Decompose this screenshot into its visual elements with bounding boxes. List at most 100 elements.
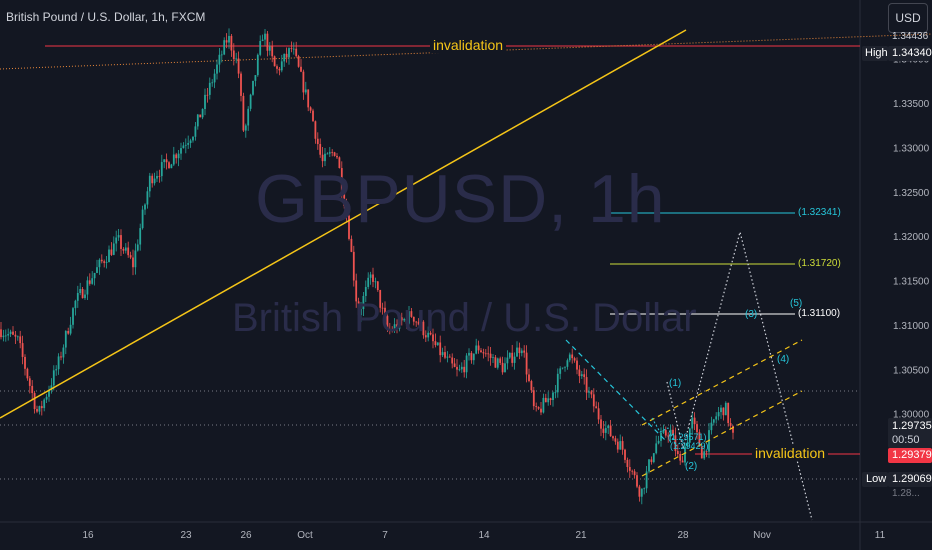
- invalid-price-value: 1.29379: [892, 449, 932, 461]
- candle-body: [576, 360, 578, 370]
- candle-body: [100, 259, 103, 262]
- low-label-box: [862, 472, 888, 487]
- candle-body: [211, 82, 214, 84]
- candle-body: [614, 438, 617, 442]
- candle-body: [638, 486, 641, 497]
- candle-body: [249, 94, 252, 109]
- candle-body: [201, 109, 204, 118]
- candle-body: [722, 407, 725, 416]
- candle-body: [360, 309, 362, 316]
- candle-body: [244, 125, 247, 131]
- candle-body: [717, 412, 720, 417]
- candle-body: [506, 357, 509, 364]
- candle-body: [691, 417, 694, 429]
- price-axis[interactable]: 1.340001.335001.330001.325001.320001.315…: [893, 55, 930, 421]
- candle-body: [643, 488, 646, 490]
- candle-body: [686, 442, 689, 447]
- candle-body: [364, 286, 367, 296]
- candle-body: [312, 110, 314, 122]
- candle-body: [21, 343, 24, 357]
- candle-body: [230, 35, 233, 51]
- candle-body: [626, 459, 629, 468]
- candle-body: [300, 66, 302, 72]
- top-partial-price: 1.34436: [892, 31, 929, 42]
- wave-label-2: (2): [685, 461, 698, 472]
- candle-body: [290, 48, 293, 49]
- low-label: Low: [866, 473, 887, 485]
- candle-body: [158, 175, 161, 177]
- candle-body: [408, 311, 410, 324]
- candle-body: [492, 357, 494, 359]
- candle-body: [280, 61, 283, 71]
- time-tick-label: 28: [677, 530, 689, 541]
- candle-body: [636, 475, 638, 487]
- candle-body: [535, 406, 538, 408]
- candle-body: [292, 48, 295, 50]
- candle-body: [376, 281, 379, 290]
- candle-body: [516, 347, 518, 357]
- candle-body: [590, 391, 593, 395]
- candle-body: [367, 277, 370, 287]
- candle-body: [386, 315, 389, 329]
- candle-body: [146, 191, 149, 205]
- candle-body: [55, 369, 58, 371]
- candle-body: [350, 238, 353, 252]
- candle-body: [434, 341, 437, 346]
- candle-body: [218, 54, 221, 65]
- wave-label-3: (3): [745, 309, 758, 320]
- candle-body: [26, 368, 29, 379]
- candle-body: [410, 311, 413, 317]
- symbol-title[interactable]: British Pound / U.S. Dollar, 1h, FXCM: [6, 10, 206, 24]
- target-level-label-3: (1.31100): [798, 308, 841, 319]
- time-tick-label: 21: [575, 530, 587, 541]
- candle-body: [240, 73, 242, 96]
- candle-body: [144, 204, 146, 210]
- candle-body: [184, 144, 187, 146]
- candle-body: [504, 363, 506, 373]
- candle-body: [372, 274, 374, 282]
- high-value: 1.34340: [892, 47, 932, 59]
- candle-body: [288, 48, 290, 58]
- candle-body: [405, 319, 408, 324]
- candle-body: [216, 64, 218, 74]
- candle-body: [585, 377, 588, 393]
- low-value: 1.29069: [892, 473, 932, 485]
- candle-body: [187, 143, 190, 145]
- candle-body: [247, 108, 250, 126]
- candle-body: [50, 385, 53, 391]
- candle-body: [556, 373, 559, 393]
- candle-body: [81, 288, 84, 299]
- candle-body: [194, 126, 197, 137]
- candle-body: [681, 460, 684, 463]
- candle-body: [669, 429, 672, 437]
- candle-body: [676, 451, 679, 455]
- candle-body: [182, 145, 185, 149]
- candle-body: [600, 419, 602, 429]
- candle-body: [252, 80, 254, 95]
- candle-body: [693, 417, 696, 425]
- currency-button[interactable]: USD: [888, 3, 928, 33]
- candle-body: [597, 408, 600, 420]
- target-level-label-1: (1.32341): [798, 207, 841, 218]
- candle-body: [720, 407, 722, 413]
- candle-body: [727, 402, 730, 424]
- candle-body: [628, 467, 631, 471]
- candle-body: [348, 215, 350, 239]
- candle-body: [88, 280, 91, 284]
- candle-body: [417, 321, 420, 325]
- candle-body: [324, 153, 326, 162]
- candle-body: [554, 392, 557, 394]
- candle-body: [319, 144, 322, 155]
- candle-body: [559, 368, 562, 374]
- candle-body: [16, 336, 19, 338]
- candle-body: [652, 453, 655, 463]
- candle-body: [604, 428, 607, 433]
- time-axis[interactable]: 16 23 26 Oct 7 14 21 28 Nov 11: [82, 530, 885, 541]
- candle-body: [343, 191, 346, 206]
- candle-body: [285, 53, 288, 58]
- candle-body: [501, 362, 504, 373]
- candle-body: [508, 352, 511, 358]
- candle-body: [578, 369, 581, 377]
- candle-body: [31, 385, 34, 394]
